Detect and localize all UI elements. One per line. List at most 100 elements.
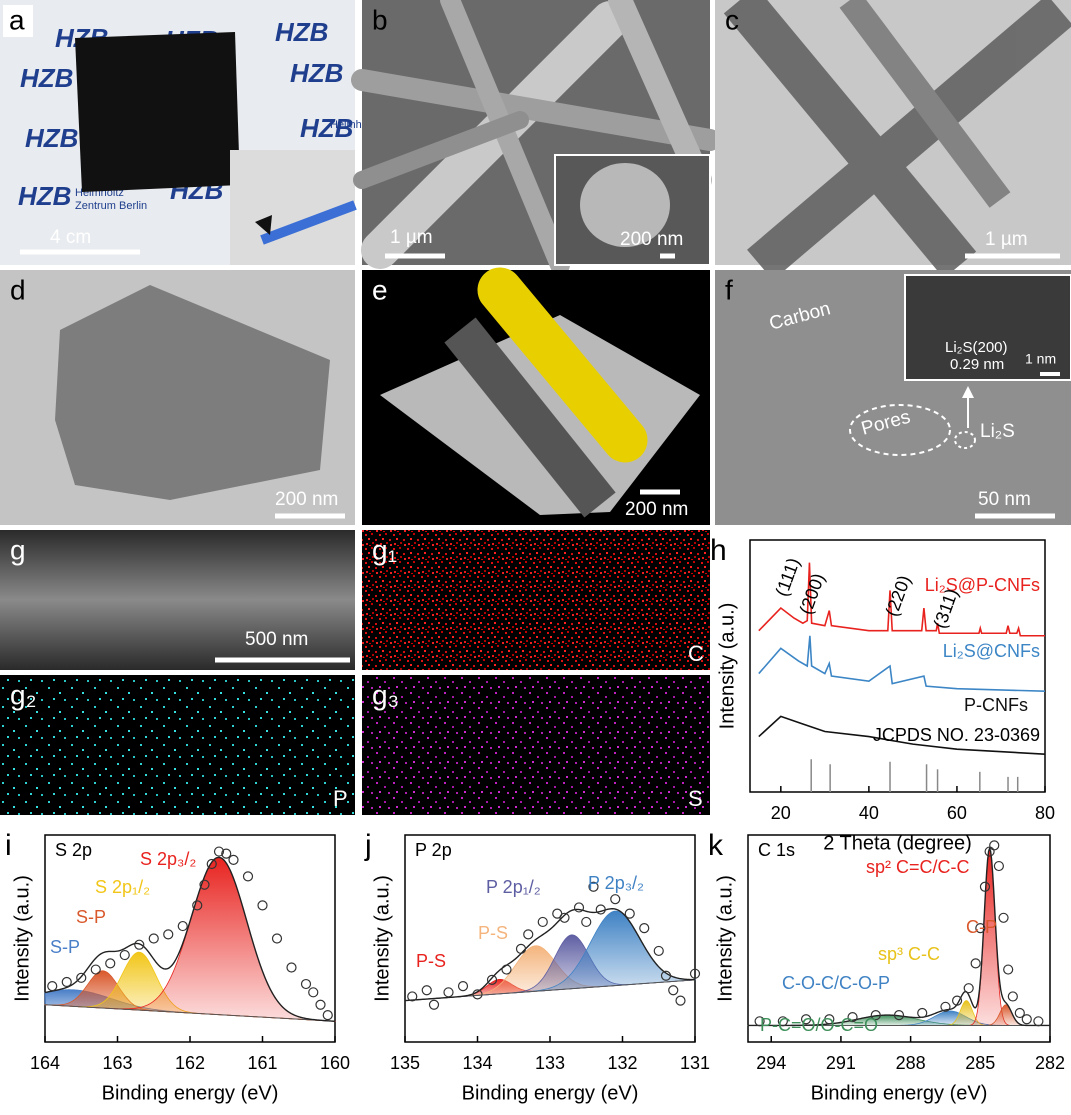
scale-label: 500 nm	[245, 629, 308, 650]
y-axis-label: Intensity (a.u.)	[716, 603, 738, 730]
phosphorus-map	[0, 675, 355, 815]
x-tick-label: 282	[1035, 1053, 1065, 1073]
data-point	[228, 854, 239, 865]
panel-label: e	[372, 274, 388, 305]
scale-label: 4 cm	[50, 227, 91, 248]
watermark: HZB	[25, 123, 78, 153]
inset-scale-label: 1 nm	[1025, 351, 1056, 367]
scale-label: 200 nm	[625, 499, 688, 520]
x-tick-label: 60	[947, 803, 967, 823]
panel-label: g₂	[10, 679, 36, 710]
data-point	[689, 968, 701, 979]
spectrum-title: C 1s	[758, 840, 795, 860]
tweezers	[260, 200, 357, 245]
data-point	[653, 945, 664, 957]
fit-envelope	[44, 856, 336, 1022]
peak-index: (220)	[881, 573, 914, 619]
data-point	[993, 860, 1004, 872]
data-point	[975, 923, 986, 934]
data-point	[610, 894, 621, 905]
component-label: S-P	[76, 907, 106, 927]
x-tick-label: 288	[896, 1053, 926, 1073]
stem-image	[0, 530, 355, 670]
component-label: C-P	[966, 917, 997, 937]
x-axis-label: Binding energy (eV)	[102, 1082, 279, 1104]
data-point	[970, 958, 981, 969]
fiber-3d	[477, 267, 648, 463]
data-point	[777, 1016, 788, 1027]
watermark: HZB	[290, 58, 343, 88]
data-point	[206, 858, 217, 870]
data-point	[177, 920, 188, 932]
panel-label: g₁	[372, 534, 397, 565]
x-tick-label: 133	[535, 1053, 565, 1073]
data-point	[300, 978, 312, 990]
label-box	[3, 5, 33, 37]
data-point	[1014, 1007, 1025, 1019]
data-point	[581, 916, 592, 928]
data-point	[322, 1009, 333, 1021]
xrd-curve	[758, 635, 1046, 692]
data-point	[308, 987, 319, 998]
panel-g1: g₁ C	[362, 530, 710, 670]
data-point	[824, 1014, 835, 1025]
data-point	[963, 983, 974, 994]
inset-image	[904, 274, 1071, 381]
data-point	[271, 933, 283, 944]
panel-label: k	[708, 829, 724, 862]
x-axis-label: 2 Theta (degree)	[823, 832, 972, 854]
data-point	[148, 933, 159, 944]
series-label: Li₂S@P-CNFs	[925, 575, 1040, 595]
data-point	[242, 871, 254, 882]
fit-envelope	[748, 846, 1050, 1027]
data-point	[639, 923, 650, 934]
component-label: P-S	[416, 951, 446, 971]
x-tick-label: 132	[607, 1053, 637, 1073]
panel-label: g₃	[372, 679, 399, 710]
sulfur-map	[362, 675, 710, 815]
data-point	[286, 962, 297, 973]
component-label: S 2p₁/₂	[95, 877, 150, 897]
data-point	[315, 999, 326, 1010]
carbon-map	[362, 530, 710, 670]
x-tick-label: 294	[756, 1053, 786, 1073]
data-point	[192, 900, 203, 911]
arrow-head	[962, 386, 974, 398]
spectrum-title: S 2p	[55, 840, 92, 860]
reference-label: JCPDS NO. 23-0369	[873, 725, 1040, 745]
data-point	[989, 840, 1000, 851]
data-point	[951, 995, 963, 1006]
watermark: HZB	[300, 113, 353, 143]
x-axis-label: Binding energy (eV)	[811, 1082, 988, 1104]
panel-a: HZB HZB HZB HZB HZB HZB HZB HZB HZB Helm…	[0, 0, 379, 265]
watermark: HZB	[20, 63, 73, 93]
data-point	[221, 848, 232, 859]
fibers	[351, 0, 721, 275]
scale-label: 1 µm	[985, 229, 1028, 250]
data-point	[624, 908, 635, 919]
xrd-curve	[758, 562, 1045, 637]
scale-label: 200 nm	[275, 489, 338, 510]
panel-d: d 200 nm	[0, 270, 355, 525]
data-point	[407, 991, 418, 1002]
panel-g2: g₂ P	[0, 675, 355, 815]
data-point	[595, 904, 606, 915]
data-point	[199, 879, 210, 890]
data-point	[998, 912, 1009, 923]
data-point	[940, 1001, 951, 1012]
data-point	[486, 974, 498, 986]
data-point	[457, 981, 469, 992]
data-point	[1003, 964, 1014, 975]
panel-e: e 200 nm	[362, 267, 710, 525]
data-point	[443, 987, 454, 998]
fiber	[55, 285, 330, 500]
data-point	[675, 995, 686, 1006]
panel-c: c 1 µm	[715, 0, 1071, 281]
scale-label: 50 nm	[978, 489, 1031, 510]
data-point	[754, 1016, 765, 1027]
data-point	[917, 1007, 928, 1019]
panel-label: j	[364, 829, 372, 862]
element-label: S	[688, 786, 703, 811]
x-tick-label: 285	[965, 1053, 995, 1073]
data-point	[105, 958, 116, 969]
